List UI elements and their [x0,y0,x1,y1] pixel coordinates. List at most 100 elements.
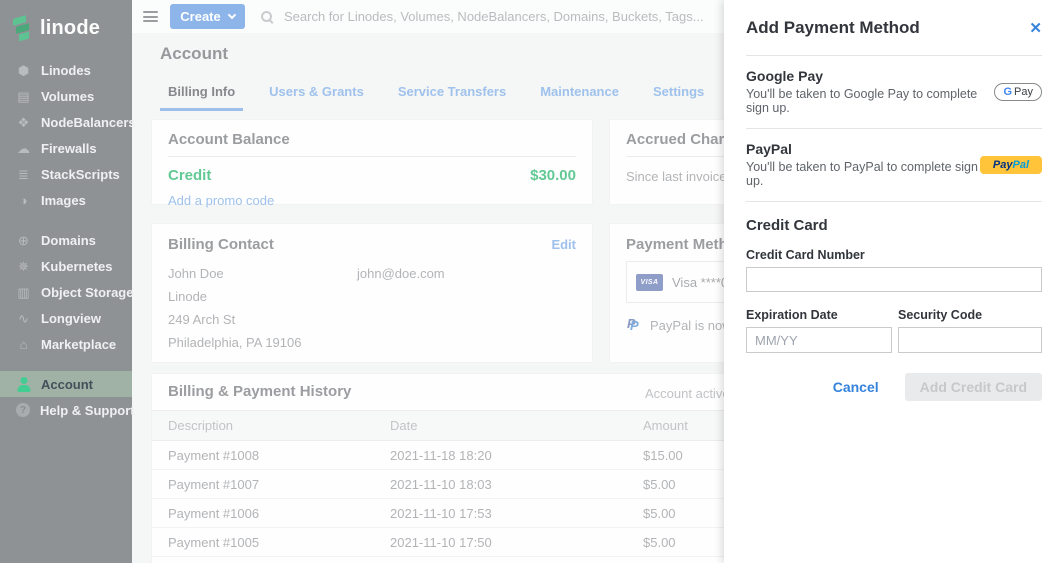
linode-logo-text: linode [40,16,101,39]
chevron-down-icon [227,10,236,20]
kubernetes-icon: ✵ [18,258,29,274]
credit-card-number-input[interactable] [746,267,1042,292]
sidebar-item-nodebalancers[interactable]: ❖ NodeBalancers [0,109,136,135]
google-pay-subtitle: You'll be taken to Google Pay to complet… [746,87,978,115]
cell-date: 2021-11-10 17:50 [390,534,492,550]
visa-card-icon: VISA [636,273,663,291]
add-credit-card-button[interactable]: Add Credit Card [904,373,1042,401]
billing-contact-title: Billing Contact [168,236,274,253]
divider [746,201,1042,202]
cell-date: 2021-11-10 17:53 [390,505,492,521]
sidebar-item-label: Longview [41,310,101,326]
marketplace-icon: ⌂ [19,336,28,352]
payment-methods-title: Payment Methods [626,236,755,253]
sidebar-item-kubernetes[interactable]: ✵ Kubernetes [0,253,132,279]
longview-icon: ∿ [18,310,29,326]
divider [168,156,576,157]
edit-billing-contact-link[interactable]: Edit [551,237,576,252]
sidebar-item-label: Marketplace [41,336,117,352]
table-row: Payment #1007 2021-11-10 18:03 $5.00 [152,470,1044,499]
divider [746,55,1042,56]
column-header-description: Description [168,418,234,433]
sidebar-item-label: Domains [41,232,96,248]
accrued-charges-title: Accrued Charges [626,131,751,148]
object-storage-icon: ▥ [17,284,30,300]
sidebar-item-domains[interactable]: ⊕ Domains [0,227,132,253]
cell-amount: $5.00 [643,476,676,492]
sidebar-item-firewalls[interactable]: ☁ Firewalls [0,135,132,161]
security-code-label: Security Code [898,308,983,322]
paypal-title: PayPal [746,141,792,157]
column-header-amount: Amount [643,418,688,433]
sidebar-item-longview[interactable]: ∿ Longview [0,305,132,331]
table-row: Payment #1008 2021-11-18 18:20 $15.00 [152,441,1044,470]
sidebar-item-images[interactable]: ◑ Images [0,187,132,213]
google-pay-row: Google Pay You'll be taken to Google Pay… [746,68,1042,115]
sidebar-item-account[interactable]: Account [0,371,132,397]
tab-service-transfers[interactable]: Service Transfers [397,84,507,99]
sidebar-item-marketplace[interactable]: ⌂ Marketplace [0,331,132,357]
cell-description: Payment #1006 [168,505,260,521]
sidebar-item-label: Object Storage [41,284,134,300]
add-promo-code-link[interactable]: Add a promo code [168,193,275,208]
sidebar-item-label: Volumes [41,88,95,104]
security-code-input[interactable] [898,327,1042,353]
volumes-icon: ▤ [17,88,30,104]
expiration-date-label: Expiration Date [746,308,838,322]
sidebar-item-label: Images [41,192,86,208]
search-input[interactable] [284,9,714,24]
google-pay-button[interactable]: G Pay [994,82,1042,101]
contact-city: Philadelphia, PA 19106 [168,335,302,350]
cell-date: 2021-11-10 18:03 [390,476,492,492]
billing-contact-address: John Doe Linode 249 Arch St Philadelphia… [168,262,357,354]
help-circle-icon: ? [16,403,30,417]
billing-contact-card: Billing Contact Edit John Doe Linode 249… [152,224,592,362]
sidebar-item-stackscripts[interactable]: ≣ StackScripts [0,161,132,187]
account-balance-card: Account Balance Credit $30.00 Add a prom… [152,120,592,208]
table-row: Payment #1006 2021-11-10 17:53 $5.00 [152,499,1044,528]
credit-label: Credit [168,167,212,184]
sidebar: linode ⬢ Linodes ▤ Volumes ❖ NodeBalance… [0,0,136,563]
paypal-button[interactable]: PayPal [979,155,1042,174]
contact-street: 249 Arch St [168,312,236,327]
sidebar-item-label: Firewalls [41,140,97,156]
cell-amount: $5.00 [643,534,676,550]
contact-company: Linode [168,289,208,304]
account-balance-title: Account Balance [168,131,290,148]
billing-history-title: Billing & Payment History [168,383,352,400]
paypal-row: PayPal You'll be taken to PayPal to comp… [746,141,1042,188]
close-icon[interactable]: ✕ [1029,19,1042,37]
paypal-icon: P P [627,316,639,333]
cancel-button[interactable]: Cancel [832,379,879,395]
search-bar [261,9,1064,24]
credit-card-heading: Credit Card [746,217,828,234]
cell-description: Payment #1008 [168,447,260,463]
tab-maintenance[interactable]: Maintenance [540,84,619,99]
expiration-date-input[interactable] [746,327,892,353]
column-header-date: Date [390,418,418,433]
tab-bar: Billing Info Users & Grants Service Tran… [160,84,730,111]
sidebar-item-object-storage[interactable]: ▥ Object Storage [0,279,134,305]
cell-amount: $15.00 [643,447,683,463]
divider [746,128,1042,129]
google-pay-title: Google Pay [746,68,824,84]
create-button-label: Create [180,9,221,24]
linodes-icon: ⬢ [17,62,30,78]
hamburger-menu-icon[interactable] [143,9,158,25]
sidebar-item-volumes[interactable]: ▤ Volumes [0,83,132,109]
tab-billing-info[interactable]: Billing Info [160,84,244,111]
linode-logo[interactable]: linode [0,0,132,44]
sidebar-item-linodes[interactable]: ⬢ Linodes [0,57,132,83]
sidebar-item-help-support[interactable]: ? Help & Support [0,397,135,423]
cell-date: 2021-11-18 18:20 [390,447,492,463]
add-payment-method-drawer: Add Payment Method ✕ Google Pay You'll b… [724,0,1064,563]
table-row: Payment #1005 2021-11-10 17:50 $5.00 [152,528,1044,557]
sidebar-item-label: Linodes [41,62,91,78]
tab-settings[interactable]: Settings [652,84,705,99]
credit-card-number-label: Credit Card Number [746,248,865,262]
sidebar-item-label: Help & Support [40,402,135,418]
tab-users-grants[interactable]: Users & Grants [269,84,364,99]
sidebar-item-label: Account [41,376,93,392]
create-button[interactable]: Create [170,4,245,29]
